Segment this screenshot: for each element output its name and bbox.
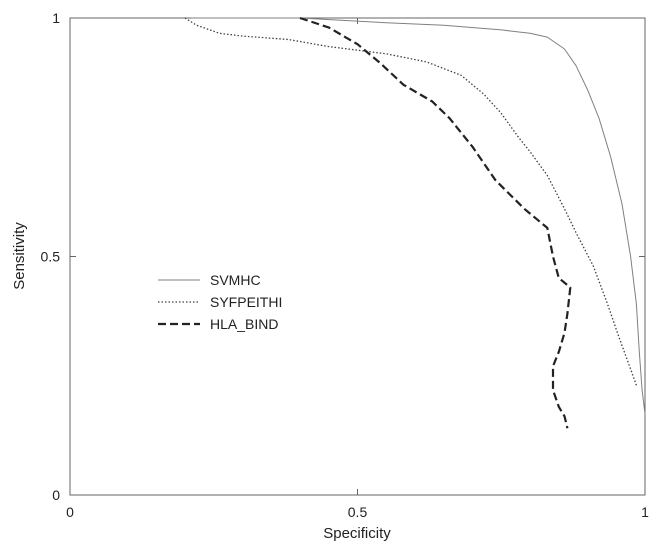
y-tick-label: 0 xyxy=(52,487,60,503)
legend-label: SYFPEITHI xyxy=(210,294,282,310)
series-layer xyxy=(184,16,646,429)
x-axis-ticks: 0 0.5 1 xyxy=(66,18,649,520)
legend: SVMHC SYFPEITHI HLA_BIND xyxy=(158,272,282,332)
y-axis-ticks: 00.51 xyxy=(41,10,645,503)
x-tick-label: 0.5 xyxy=(348,504,368,520)
y-tick-label: 1 xyxy=(52,10,60,26)
series-line-syfpeithi xyxy=(184,17,638,386)
series-line-hla-bind xyxy=(299,16,572,429)
legend-label: HLA_BIND xyxy=(210,316,278,332)
x-axis-title: Specificity xyxy=(323,525,391,541)
x-tick-label: 1 xyxy=(641,504,649,520)
y-axis-title: Sensitivity xyxy=(11,222,28,290)
plot-frame xyxy=(69,17,646,496)
x-tick-label: 0 xyxy=(66,504,74,520)
series-line-svmhc xyxy=(190,17,646,414)
legend-label: SVMHC xyxy=(210,272,261,288)
y-tick-label: 0.5 xyxy=(41,249,61,265)
